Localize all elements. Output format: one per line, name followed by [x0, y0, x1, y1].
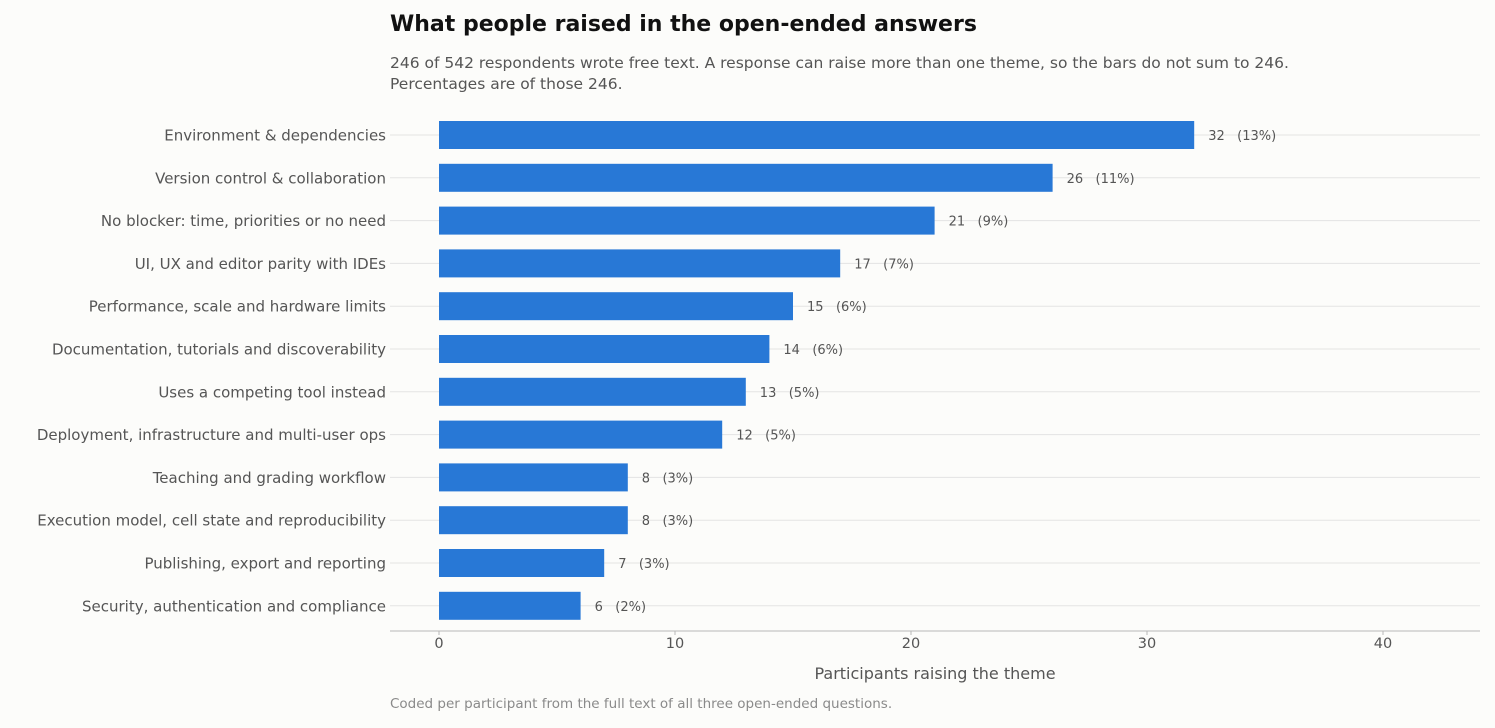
- x-tick-label: 10: [666, 636, 684, 652]
- data-label: 26 (11%): [1067, 172, 1135, 187]
- chart-subtitle: 246 of 542 respondents wrote free text. …: [390, 54, 1289, 93]
- bar: [439, 206, 935, 235]
- category-label: Performance, scale and hardware limits: [89, 298, 386, 316]
- category-label: Uses a competing tool instead: [158, 383, 386, 401]
- bar: [439, 121, 1195, 149]
- chart-title: What people raised in the open-ended ans…: [390, 12, 977, 37]
- data-label: 6 (2%): [595, 600, 646, 615]
- category-label: Deployment, infrastructure and multi-use…: [37, 426, 386, 444]
- data-label: 7 (3%): [618, 557, 669, 572]
- x-tick-label: 30: [1138, 636, 1156, 652]
- data-label: 21 (9%): [949, 215, 1009, 230]
- bar: [439, 591, 581, 620]
- x-tick-label: 20: [902, 636, 920, 652]
- data-label: 12 (5%): [736, 429, 796, 444]
- x-axis-title: Participants raising the theme: [814, 664, 1055, 683]
- bar: [439, 335, 770, 363]
- category-label: Environment & dependencies: [164, 127, 386, 145]
- category-label: Execution model, cell state and reproduc…: [37, 512, 386, 530]
- category-label: Teaching and grading workflow: [152, 469, 386, 487]
- category-label: Security, authentication and compliance: [82, 597, 386, 615]
- category-label: No blocker: time, priorities or no need: [101, 212, 386, 230]
- category-label: Publishing, export and reporting: [144, 555, 386, 573]
- category-label: Documentation, tutorials and discoverabi…: [52, 341, 386, 359]
- bar: [439, 249, 841, 278]
- category-label: Version control & collaboration: [155, 169, 386, 187]
- bar: [439, 377, 746, 406]
- data-label: 13 (5%): [760, 386, 820, 401]
- data-label: 14 (6%): [783, 343, 843, 358]
- data-label: 8 (3%): [642, 514, 693, 529]
- bar: [439, 549, 605, 577]
- category-label: UI, UX and editor parity with IDEs: [135, 255, 386, 273]
- bar: [439, 420, 723, 449]
- bar: [439, 506, 628, 535]
- x-tick-label: 40: [1374, 636, 1392, 652]
- data-label: 8 (3%): [642, 471, 693, 486]
- data-label: 32 (13%): [1208, 129, 1276, 144]
- data-label: 15 (6%): [807, 300, 867, 315]
- bar: [439, 463, 628, 492]
- x-tick-label: 0: [434, 636, 443, 652]
- chart-footnote: Coded per participant from the full text…: [390, 696, 893, 712]
- bar: [439, 163, 1053, 192]
- bar: [439, 292, 793, 321]
- data-label: 17 (7%): [854, 257, 914, 272]
